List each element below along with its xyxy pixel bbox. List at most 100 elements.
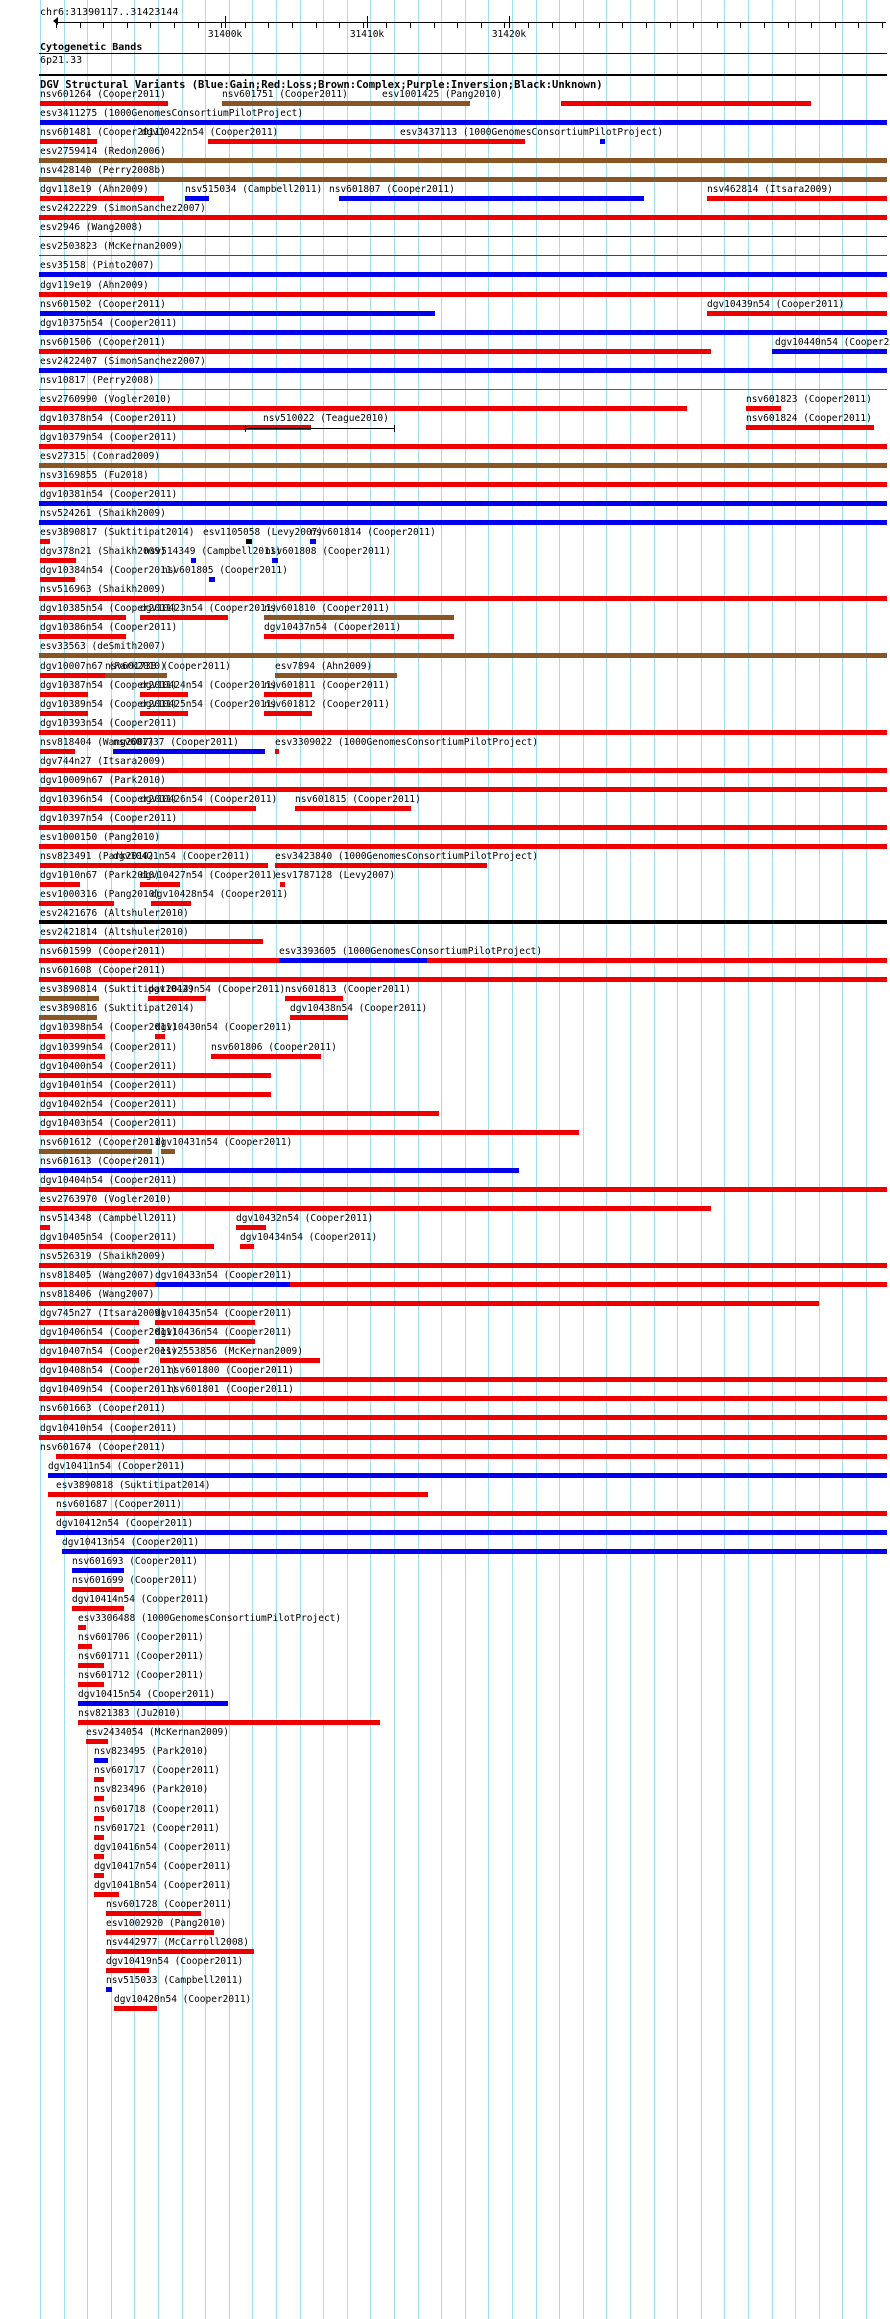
feature-label[interactable]: dgv10426n54 (Cooper2011) bbox=[140, 793, 278, 805]
dgv-feature-row[interactable]: esv3890818 (Suktitipat2014) bbox=[0, 1480, 890, 1500]
dgv-feature-row[interactable]: dgv10387n54 (Cooper2011) dgv10424n54 (Coo… bbox=[0, 680, 890, 700]
feature-bar[interactable] bbox=[191, 558, 196, 564]
feature-bar[interactable] bbox=[39, 1358, 139, 1364]
feature-label[interactable]: dgv119e19 (Ahn2009) bbox=[40, 279, 149, 291]
dgv-feature-row[interactable]: dgv10408n54 (Cooper2011) nsv601800 (Coope… bbox=[0, 1366, 890, 1385]
feature-bar[interactable] bbox=[39, 482, 887, 487]
feature-label[interactable]: esv2434054 (McKernan2009) bbox=[86, 1727, 229, 1739]
feature-label[interactable]: nsv601810 (Cooper2011) bbox=[264, 603, 390, 615]
feature-label[interactable]: nsv601608 (Cooper2011) bbox=[40, 965, 166, 977]
dgv-feature-row[interactable]: dgv10404n54 (Cooper2011) bbox=[0, 1175, 890, 1195]
dgv-feature-row[interactable]: nsv821383 (Ju2010) bbox=[0, 1709, 890, 1728]
dgv-feature-row[interactable]: dgv10402n54 (Cooper2011) bbox=[0, 1099, 890, 1119]
dgv-feature-row[interactable]: nsv601721 (Cooper2011) bbox=[0, 1822, 890, 1843]
feature-label[interactable]: esv3423840 (1000GenomesConsortiumPilotPr… bbox=[275, 851, 539, 862]
feature-label[interactable]: dgv10423n54 (Cooper2011) bbox=[140, 603, 278, 615]
feature-bar[interactable] bbox=[39, 424, 311, 430]
feature-label[interactable]: dgv10420n54 (Cooper2011) bbox=[114, 1994, 252, 2005]
feature-bar[interactable] bbox=[39, 501, 887, 507]
feature-label[interactable]: nsv601663 (Cooper2011) bbox=[40, 1403, 166, 1415]
feature-label[interactable]: nsv601805 (Cooper2011) bbox=[162, 565, 288, 577]
feature-label[interactable]: nsv601706 (Cooper2011) bbox=[78, 1632, 204, 1644]
dgv-feature-row[interactable]: dgv744n27 (Itsara2009) bbox=[0, 755, 890, 776]
feature-label[interactable]: dgv10009n67 (Park2010) bbox=[40, 774, 166, 786]
feature-bar[interactable] bbox=[39, 1244, 214, 1249]
feature-bar[interactable] bbox=[113, 863, 268, 868]
feature-bar[interactable] bbox=[285, 996, 343, 1002]
dgv-feature-row[interactable]: esv2422229 (SimonSanchez2007) bbox=[0, 204, 890, 223]
feature-bar[interactable] bbox=[39, 1186, 887, 1192]
feature-bar[interactable] bbox=[39, 920, 887, 925]
dgv-feature-row[interactable]: dgv10400n54 (Cooper2011) bbox=[0, 1061, 890, 1081]
feature-bar[interactable] bbox=[561, 101, 811, 106]
feature-label[interactable]: esv2946 (Wang2008) bbox=[40, 222, 143, 234]
feature-bar[interactable] bbox=[264, 634, 454, 640]
feature-label[interactable]: dgv10425n54 (Cooper2011) bbox=[140, 698, 278, 710]
dgv-feature-row[interactable]: nsv601612 (Cooper2011) dgv10431n54 (Coope… bbox=[0, 1137, 890, 1157]
dgv-feature-row[interactable]: dgv10398n54 (Cooper2011) dgv10430n54 (Coo… bbox=[0, 1023, 890, 1042]
feature-label[interactable]: nsv515033 (Campbell2011) bbox=[106, 1974, 244, 1986]
feature-bar[interactable] bbox=[78, 1625, 86, 1630]
feature-bar[interactable] bbox=[40, 672, 145, 678]
dgv-feature-row[interactable]: esv2946 (Wang2008) bbox=[0, 223, 890, 242]
feature-label[interactable]: nsv818405 (Wang2007) bbox=[40, 1270, 155, 1282]
dgv-feature-row[interactable]: esv33563 (deSmith2007) bbox=[0, 642, 890, 661]
feature-label[interactable]: nsv601814 (Cooper2011) bbox=[310, 527, 436, 539]
dgv-feature-row[interactable]: nsv601712 (Cooper2011) bbox=[0, 1671, 890, 1690]
dgv-feature-row[interactable]: nsv601693 (Cooper2011) bbox=[0, 1556, 890, 1576]
feature-bar[interactable] bbox=[140, 882, 180, 888]
feature-label[interactable]: esv2422229 (SimonSanchez2007) bbox=[40, 203, 206, 215]
feature-bar[interactable] bbox=[39, 767, 887, 773]
feature-label[interactable]: dgv10429n54 (Cooper2011) bbox=[148, 984, 286, 996]
dgv-feature-row[interactable]: dgv10389n54 (Cooper2011) dgv10425n54 (Coo… bbox=[0, 698, 890, 719]
dgv-feature-row[interactable]: nsv601699 (Cooper2011) bbox=[0, 1574, 890, 1595]
feature-bar[interactable] bbox=[772, 348, 887, 354]
feature-bar[interactable] bbox=[78, 1720, 380, 1726]
feature-bar[interactable] bbox=[246, 539, 252, 545]
feature-label[interactable]: nsv601699 (Cooper2011) bbox=[72, 1574, 198, 1586]
dgv-feature-row[interactable]: nsv601711 (Cooper2011) bbox=[0, 1652, 890, 1671]
dgv-feature-row[interactable]: dgv10403n54 (Cooper2011) bbox=[0, 1118, 890, 1138]
feature-bar[interactable] bbox=[40, 120, 887, 126]
feature-label[interactable]: nsv601806 (Cooper2011) bbox=[211, 1041, 337, 1053]
cytogenetic-bands-track[interactable]: Cytogenetic Bands 6p21.33 bbox=[0, 41, 890, 77]
feature-label[interactable]: nsv601264 (Cooper2011) bbox=[40, 89, 166, 100]
dgv-feature-row[interactable]: dgv10411n54 (Cooper2011) bbox=[0, 1461, 890, 1481]
dgv-feature-row[interactable]: esv35158 (Pinto2007) bbox=[0, 261, 890, 280]
feature-bar[interactable] bbox=[39, 1129, 579, 1135]
feature-label[interactable]: dgv10434n54 (Cooper2011) bbox=[240, 1232, 378, 1243]
feature-label[interactable]: nsv601506 (Cooper2011) bbox=[40, 336, 166, 348]
feature-label[interactable]: dgv10418n54 (Cooper2011) bbox=[94, 1879, 232, 1891]
feature-label[interactable]: dgv10405n54 (Cooper2011) bbox=[40, 1232, 178, 1243]
feature-label[interactable]: esv1002920 (Pang2010) bbox=[106, 1917, 227, 1929]
feature-bar[interactable] bbox=[40, 558, 76, 564]
feature-bar[interactable] bbox=[275, 672, 397, 678]
feature-label[interactable]: esv2553856 (McKernan2009) bbox=[160, 1346, 303, 1358]
feature-bar[interactable] bbox=[39, 177, 887, 183]
feature-label[interactable]: esv27315 (Conrad2009) bbox=[40, 450, 161, 462]
dgv-feature-row[interactable]: nsv818404 (Wang2007) nsv601737 (Cooper201… bbox=[0, 737, 890, 757]
feature-label[interactable]: nsv601721 (Cooper2011) bbox=[94, 1822, 220, 1834]
feature-label[interactable]: nsv601800 (Cooper2011) bbox=[168, 1365, 294, 1377]
feature-label[interactable]: dgv744n27 (Itsara2009) bbox=[40, 755, 166, 767]
feature-bar[interactable] bbox=[62, 1548, 887, 1554]
feature-bar[interactable] bbox=[39, 615, 126, 621]
feature-bar[interactable] bbox=[174, 1396, 184, 1402]
dgv-feature-row[interactable]: dgv10412n54 (Cooper2011) bbox=[0, 1518, 890, 1538]
feature-bar[interactable] bbox=[39, 1301, 819, 1307]
feature-label[interactable]: nsv601801 (Cooper2011) bbox=[168, 1384, 294, 1396]
feature-bar[interactable] bbox=[39, 634, 126, 640]
feature-bar[interactable] bbox=[240, 1244, 254, 1249]
feature-bar[interactable] bbox=[40, 882, 80, 888]
feature-label[interactable]: nsv601728 (Cooper2011) bbox=[106, 1898, 232, 1910]
feature-label[interactable]: dgv10439n54 (Cooper2011) bbox=[707, 298, 845, 310]
feature-label[interactable]: nsv601807 (Cooper2011) bbox=[329, 184, 455, 196]
dgv-feature-row[interactable]: nsv601706 (Cooper2011) bbox=[0, 1633, 890, 1652]
feature-label[interactable]: esv1001425 (Pang2010) bbox=[382, 89, 503, 100]
feature-bar[interactable] bbox=[600, 139, 605, 145]
dgv-feature-row[interactable]: dgv119e19 (Ahn2009) bbox=[0, 279, 890, 300]
feature-label[interactable]: nsv821383 (Ju2010) bbox=[78, 1708, 181, 1720]
feature-bar[interactable] bbox=[39, 843, 887, 849]
feature-label[interactable]: nsv601717 (Cooper2011) bbox=[94, 1765, 220, 1777]
feature-bar[interactable] bbox=[94, 1815, 104, 1821]
